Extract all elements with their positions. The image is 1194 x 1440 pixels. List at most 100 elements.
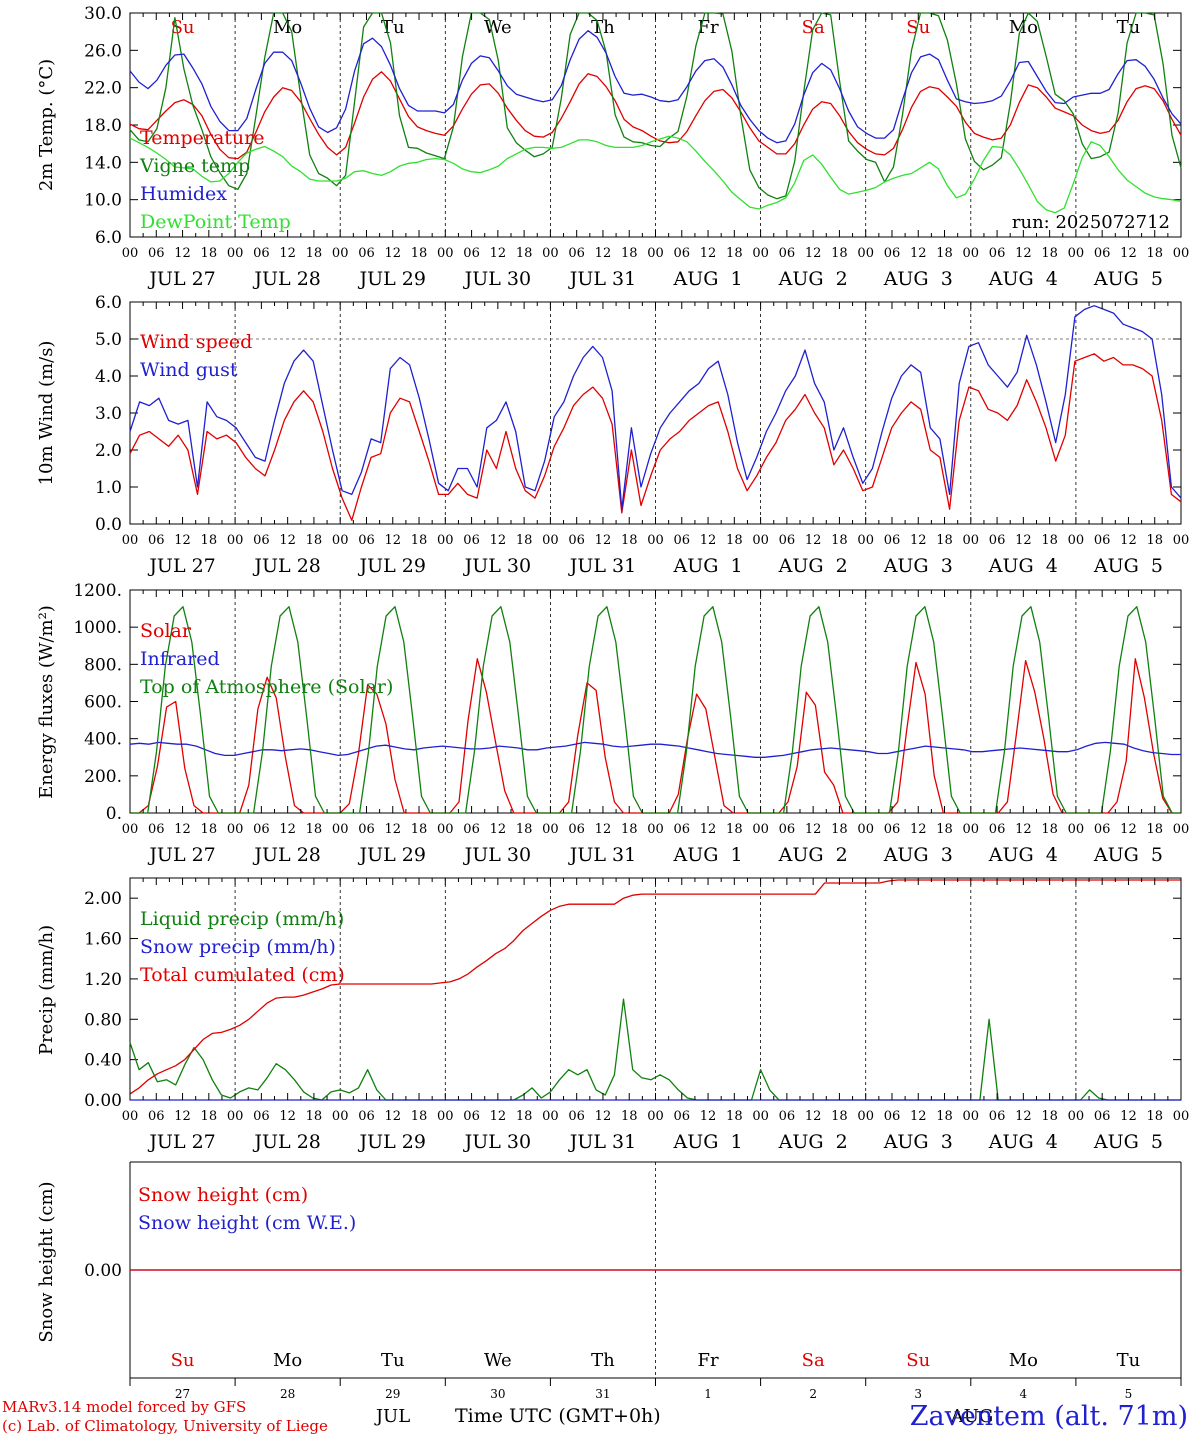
y-tick-label: 600.: [84, 693, 122, 713]
hour-tick-label: 18: [306, 533, 323, 548]
hour-tick-label: 06: [1094, 1109, 1111, 1124]
weekday-label: Su: [906, 17, 930, 38]
date-label: AUG 4: [988, 844, 1058, 866]
date-label: AUG 5: [1093, 844, 1163, 866]
hour-tick-label: 18: [1041, 822, 1058, 837]
hour-tick-label: 00: [437, 1109, 454, 1124]
date-label: JUL 30: [463, 555, 531, 577]
hour-tick-label: 12: [805, 533, 822, 548]
y-tick-label: 18.0: [84, 116, 122, 136]
hour-tick-label: 18: [201, 822, 218, 837]
date-label: JUL 29: [358, 1131, 426, 1153]
y-axis-label: Precip (mm/h): [36, 925, 57, 1055]
day-number: 2: [809, 1387, 817, 1401]
hour-tick-label: 00: [963, 822, 980, 837]
hour-tick-label: 12: [910, 1109, 927, 1124]
legend-entry: Humidex: [140, 183, 227, 205]
day-number: 29: [385, 1387, 400, 1401]
hour-tick-label: 00: [1173, 246, 1190, 261]
date-label: JUL 31: [568, 844, 636, 866]
legend-entry: Vigne temp: [139, 155, 250, 177]
y-tick-label: 1.20: [84, 970, 122, 990]
model-line: MARv3.14 model forced by GFS: [2, 1398, 247, 1416]
hour-tick-label: 12: [1015, 1109, 1032, 1124]
hour-tick-label: 00: [647, 533, 664, 548]
panel-3: 0. 200. 400. 600. 800. 1000. 1200. Energy fluxe…: [36, 581, 1189, 866]
hour-tick-label: 06: [779, 246, 796, 261]
date-label: AUG 1: [673, 844, 743, 866]
weekday-label: Fr: [698, 1350, 719, 1371]
hour-tick-label: 06: [989, 822, 1006, 837]
hour-tick-label: 18: [831, 533, 848, 548]
legend-entry: Snow precip (mm/h): [140, 936, 336, 958]
hour-tick-label: 12: [700, 533, 717, 548]
hour-tick-label: 18: [411, 822, 428, 837]
credit-line: (c) Lab. of Climatology, University of L…: [2, 1417, 328, 1435]
hour-tick-label: 12: [700, 1109, 717, 1124]
hour-tick-label: 18: [1041, 246, 1058, 261]
hour-tick-label: 06: [884, 246, 901, 261]
series-line: [129, 353, 1182, 521]
date-label: AUG 1: [673, 555, 743, 577]
legend-entry: Solar: [140, 620, 192, 642]
hour-tick-label: 18: [1146, 1109, 1163, 1124]
hour-tick-label: 18: [1146, 822, 1163, 837]
hour-tick-label: 18: [1146, 246, 1163, 261]
date-label: JUL 27: [147, 1131, 215, 1153]
day-number: 3: [914, 1387, 922, 1401]
date-label: JUL 27: [147, 555, 215, 577]
legend-entry: DewPoint Temp: [140, 211, 291, 233]
hour-tick-label: 12: [1120, 533, 1137, 548]
plot-frame: [129, 589, 1182, 814]
hour-tick-label: 12: [805, 1109, 822, 1124]
hour-tick-label: 12: [1015, 822, 1032, 837]
weekday-label: We: [484, 1350, 512, 1371]
hour-tick-label: 12: [384, 246, 401, 261]
panel-5: 0.00 Snow height (cm) Snow height (cm) Snow…: [36, 1161, 1182, 1427]
weekday-label: Mo: [273, 17, 302, 38]
legend-entry: Temperature: [140, 127, 264, 149]
hour-tick-label: 12: [595, 246, 612, 261]
hour-tick-label: 12: [174, 246, 191, 261]
panel-1: 6.0 10.0 14.0 18.0 22.0 26.0 30.0 2m Temp. (°C)…: [36, 4, 1189, 290]
time-axis-title: Time UTC (GMT+0h): [455, 1405, 661, 1427]
hour-tick-label: 18: [621, 533, 638, 548]
y-tick-label: 14.0: [84, 153, 122, 173]
hour-tick-label: 18: [516, 246, 533, 261]
hour-tick-label: 00: [542, 246, 559, 261]
hour-tick-label: 00: [647, 246, 664, 261]
hour-tick-label: 18: [831, 246, 848, 261]
y-axis-label: 10m Wind (m/s): [36, 341, 57, 486]
hour-tick-label: 12: [910, 822, 927, 837]
panel-2: 0.0 1.0 2.0 3.0 4.0 5.0 6.0 10m Wind (m/s) Wind …: [36, 293, 1189, 577]
hour-tick-label: 06: [463, 246, 480, 261]
hour-tick-label: 12: [279, 822, 296, 837]
hour-tick-label: 18: [1041, 1109, 1058, 1124]
hour-tick-label: 06: [674, 533, 691, 548]
hour-tick-label: 00: [122, 822, 139, 837]
date-label: JUL 27: [147, 844, 215, 866]
legend-entry: Wind gust: [140, 359, 238, 381]
legend-entry: Liquid precip (mm/h): [140, 908, 344, 930]
day-number: 31: [595, 1387, 610, 1401]
day-number: 5: [1125, 1387, 1133, 1401]
hour-tick-label: 12: [1120, 246, 1137, 261]
hour-tick-label: 00: [332, 246, 349, 261]
hour-tick-label: 06: [568, 533, 585, 548]
hour-tick-label: 00: [227, 533, 244, 548]
hour-tick-label: 00: [227, 1109, 244, 1124]
hour-tick-label: 18: [411, 533, 428, 548]
hour-tick-label: 12: [384, 822, 401, 837]
hour-tick-label: 00: [752, 533, 769, 548]
y-tick-label: 26.0: [84, 41, 122, 61]
series-line: [129, 135, 1182, 214]
hour-tick-label: 18: [831, 1109, 848, 1124]
hour-tick-label: 18: [621, 246, 638, 261]
hour-tick-label: 06: [989, 246, 1006, 261]
hour-tick-label: 00: [542, 533, 559, 548]
date-label: AUG 1: [673, 268, 743, 290]
y-tick-label: 1200.: [73, 581, 122, 601]
hour-tick-label: 00: [332, 822, 349, 837]
hour-tick-label: 06: [148, 246, 165, 261]
